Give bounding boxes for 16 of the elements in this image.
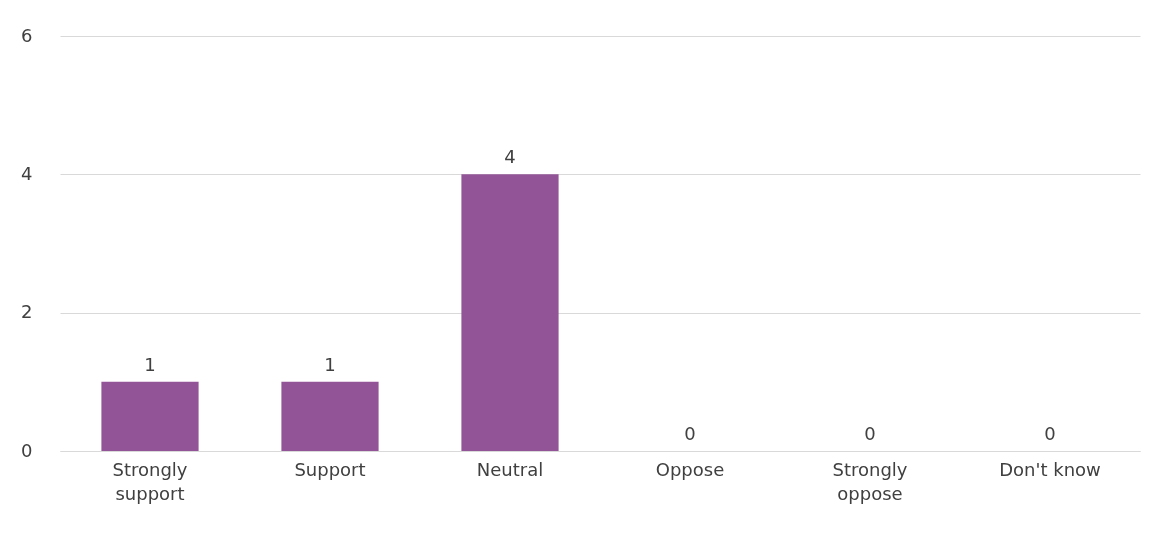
y-tick-label: 6: [21, 24, 33, 46]
x-tick-label: Neutral: [476, 458, 544, 480]
data-label: 1: [144, 353, 156, 375]
y-tick-label: 0: [21, 439, 33, 461]
x-tick-label: Strongly oppose: [832, 458, 908, 504]
y-tick-label: 4: [21, 162, 33, 184]
data-label: 0: [684, 423, 696, 444]
data-label: 0: [1044, 423, 1056, 444]
x-tick-label: Strongly support: [112, 458, 188, 504]
data-label: 4: [504, 146, 516, 168]
data-label: 1: [324, 353, 336, 375]
data-label: 0: [864, 423, 876, 444]
x-tick-label: Oppose: [655, 458, 725, 480]
x-tick-label: Don't know: [999, 458, 1101, 480]
y-tick-label: 2: [21, 301, 33, 323]
x-tick-label: Support: [294, 458, 366, 480]
